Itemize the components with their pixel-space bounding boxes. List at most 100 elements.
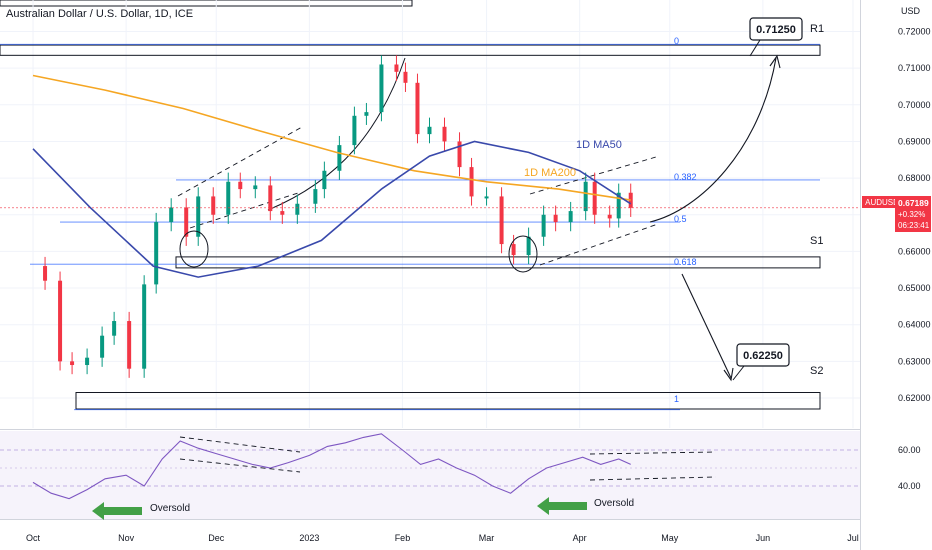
candle-body — [313, 189, 318, 204]
candle-body — [352, 115, 357, 146]
support-resistance-zones — [0, 44, 821, 410]
oversold-label-2: Oversold — [594, 498, 634, 509]
fib-618-label: 0.618 — [674, 257, 697, 267]
s2-target-box — [736, 343, 790, 367]
rsi-tick-label: 40.00 — [898, 481, 921, 491]
moving-averages — [0, 74, 860, 278]
x-tick-label: Jun — [756, 533, 771, 543]
candle-body — [583, 181, 588, 212]
x-tick-label: May — [661, 533, 679, 543]
x-tick-label: Oct — [26, 533, 41, 543]
ma50-label: 1D MA50 — [576, 139, 622, 151]
candle-body — [541, 214, 546, 237]
candle-body — [511, 244, 516, 256]
candle-body — [469, 167, 474, 197]
ma50-line — [32, 140, 632, 278]
price-tag-symbol: AUDUSD — [865, 198, 899, 207]
rsi-channel-line — [589, 451, 717, 455]
candle-body — [142, 284, 147, 369]
s1-zone — [175, 256, 821, 269]
price-tag-bg — [895, 196, 931, 232]
candle-body — [403, 71, 408, 83]
y-tick-label: 0.71000 — [898, 63, 931, 73]
candle-body — [85, 357, 90, 366]
candle-body — [127, 321, 132, 369]
channel-line — [189, 192, 299, 229]
candle-body — [457, 141, 462, 168]
candle-body — [253, 185, 258, 190]
fib-1-label: 1 — [674, 394, 679, 404]
candle-body — [226, 181, 231, 215]
top-box — [0, 0, 413, 7]
rsi-indicator — [32, 433, 717, 500]
oversold-label-1: Oversold — [150, 503, 190, 514]
fibonacci-levels — [0, 43, 820, 411]
candle-body — [295, 203, 300, 215]
rsi-channel-line — [179, 458, 301, 473]
r1-callout-pointer — [749, 39, 761, 57]
ma200-label: 1D MA200 — [524, 167, 576, 179]
bullish-arrowhead — [769, 54, 781, 69]
price-axis: 0.720000.710000.700000.690000.680000.670… — [898, 27, 931, 492]
candle-body — [526, 236, 531, 256]
y-tick-label: 0.66000 — [898, 246, 931, 256]
candle-body — [280, 211, 285, 215]
candle-body — [553, 214, 558, 223]
x-tick-label: Jul — [847, 533, 859, 543]
candle-body — [364, 112, 369, 116]
grid — [0, 0, 860, 487]
rsi-channel-line — [179, 436, 301, 453]
candle-body — [628, 192, 633, 208]
y-tick-label: 0.68000 — [898, 173, 931, 183]
candle-body — [70, 361, 75, 366]
low-circle-1 — [179, 230, 209, 268]
low-circle-2 — [508, 235, 538, 273]
rsi-tick-label: 60.00 — [898, 445, 921, 455]
candle-body — [337, 145, 342, 171]
candle-body — [196, 196, 201, 237]
currency-label: USD — [901, 6, 921, 16]
candle-body — [442, 126, 447, 142]
y-tick-label: 0.72000 — [898, 27, 931, 37]
rsi-channel-line — [589, 476, 717, 481]
rsi-band — [0, 431, 860, 519]
fib-0-label: 0 — [674, 36, 679, 46]
price-tag-change: +0.32% — [898, 210, 925, 219]
x-tick-label: Apr — [573, 533, 587, 543]
candle-body — [58, 280, 63, 362]
fib-5-label: 0.5 — [674, 214, 687, 224]
y-tick-label: 0.64000 — [898, 320, 931, 330]
rsi-panel — [0, 431, 860, 519]
ma200-line — [32, 74, 631, 201]
candle-body — [184, 207, 189, 237]
candle-body — [607, 214, 612, 219]
bearish-arrowhead — [723, 367, 734, 382]
bearish-projection-arrow — [681, 273, 732, 379]
candle-body — [379, 64, 384, 113]
candle-body — [100, 335, 105, 358]
candle-body — [112, 321, 117, 336]
x-tick-label: Nov — [118, 533, 135, 543]
y-tick-label: 0.63000 — [898, 356, 931, 366]
candle-body — [238, 181, 243, 190]
rsi-line — [32, 433, 631, 500]
y-tick-label: 0.70000 — [898, 100, 931, 110]
r1-label: R1 — [810, 23, 824, 35]
x-tick-label: Dec — [208, 533, 225, 543]
candle-body — [427, 126, 432, 135]
s2-target-label: 0.62250 — [743, 350, 783, 362]
candle-body — [268, 185, 273, 212]
x-tick-label: Mar — [479, 533, 495, 543]
x-tick-label: 2023 — [299, 533, 319, 543]
candle-body — [154, 222, 159, 285]
candle-body — [499, 196, 504, 245]
candle-body — [43, 266, 48, 281]
s1-label: S1 — [810, 235, 823, 247]
price-tag-countdown: 06:23:41 — [898, 221, 930, 230]
candle-body — [592, 181, 597, 215]
chart-title: Australian Dollar / U.S. Dollar, 1D, ICE — [6, 8, 194, 20]
candle-body — [211, 196, 216, 215]
candle-body — [322, 170, 327, 190]
s2-label: S2 — [810, 365, 823, 377]
